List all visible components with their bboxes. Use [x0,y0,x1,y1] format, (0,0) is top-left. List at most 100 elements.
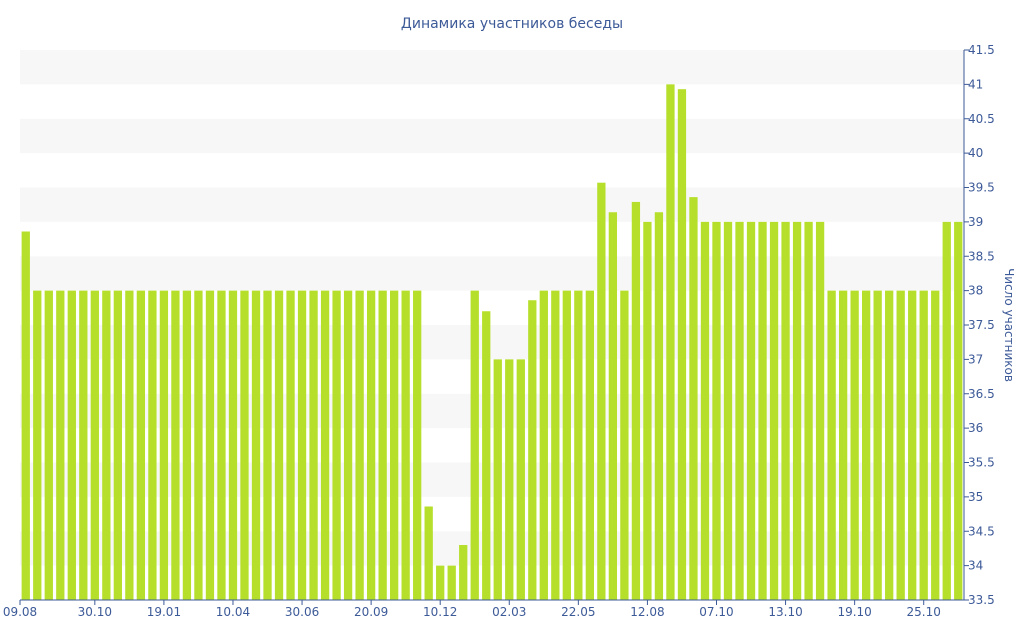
bar[interactable] [654,212,664,600]
bar[interactable] [608,212,618,600]
bar[interactable] [700,221,710,601]
x-tick-label: 30.06 [285,605,319,619]
bar[interactable] [585,290,594,601]
bar[interactable] [44,290,53,601]
bar[interactable] [620,290,629,601]
grid-band [20,187,964,222]
bar[interactable] [21,231,30,601]
bar[interactable] [263,290,272,601]
bar[interactable] [908,290,917,601]
bar[interactable] [125,290,134,601]
bar[interactable] [378,290,387,601]
y-axis-label: Число участников [1002,268,1016,382]
bar[interactable] [148,290,157,601]
bar[interactable] [390,290,399,601]
bar[interactable] [758,221,767,601]
bar[interactable] [896,290,905,601]
bar[interactable] [712,221,721,601]
bar[interactable] [493,359,502,601]
bar[interactable] [355,290,364,601]
bar[interactable] [850,290,859,601]
y-tick-label: 35 [968,490,983,504]
bar[interactable] [597,182,606,600]
bar[interactable] [689,197,698,600]
bar[interactable] [251,290,261,601]
bar[interactable] [413,290,422,601]
bar[interactable] [332,290,341,601]
bar[interactable] [90,290,99,601]
bar[interactable] [366,290,376,601]
bar[interactable] [401,290,410,601]
bar[interactable] [459,545,468,600]
bar[interactable] [643,221,652,601]
y-tick-label: 38 [968,284,983,298]
bar[interactable] [182,290,192,601]
x-tick-label: 10.12 [423,605,457,619]
bar[interactable] [309,290,318,601]
bar[interactable] [320,290,330,601]
bar[interactable] [56,290,65,601]
bar[interactable] [528,300,537,600]
bar[interactable] [286,290,295,601]
bar[interactable] [217,290,226,601]
bar[interactable] [194,290,203,601]
bar[interactable] [873,290,882,601]
bar[interactable] [67,290,76,601]
bar[interactable] [827,290,836,601]
bar[interactable] [113,290,122,601]
bar[interactable] [954,221,963,601]
bar[interactable] [919,290,928,601]
y-tick-label: 33.5 [968,593,995,607]
bar[interactable] [482,311,491,600]
y-axis-ticks: 33.5 34 34.5 35 35.5 36 36.5 37 37.5 38 38.5 39 39.5… [964,43,995,607]
x-tick-label: 07.10 [699,605,733,619]
bar[interactable] [33,290,42,601]
bar[interactable] [274,290,284,601]
bar[interactable] [516,359,525,601]
bar[interactable] [931,290,940,601]
bar[interactable] [136,290,146,601]
bar[interactable] [677,89,687,600]
bar[interactable] [574,290,583,601]
grid-band [20,84,964,119]
bar[interactable] [505,359,514,601]
bar[interactable] [562,290,571,601]
bar[interactable] [666,84,675,601]
bar[interactable] [746,221,756,601]
bar[interactable] [102,290,111,601]
bar[interactable] [539,290,548,601]
bar[interactable] [470,290,479,601]
bar[interactable] [631,201,641,600]
bar[interactable] [551,290,560,601]
x-tick-label: 22.05 [561,605,595,619]
bar[interactable] [885,290,894,601]
x-tick-label: 25.10 [907,605,941,619]
bar[interactable] [862,290,871,601]
bar[interactable] [424,506,433,601]
bar[interactable] [79,290,88,601]
bar[interactable] [815,221,825,601]
y-tick-label: 41.5 [968,43,995,57]
bar[interactable] [159,290,169,601]
bar[interactable] [297,290,307,601]
bar[interactable] [436,565,445,601]
grid-band [20,50,964,85]
bar[interactable] [343,290,353,601]
bar[interactable] [838,290,848,601]
bar[interactable] [228,290,238,601]
y-tick-label: 41 [968,77,983,91]
bar[interactable] [205,290,215,601]
bar[interactable] [792,221,802,601]
y-tick-label: 40 [968,146,983,160]
bar[interactable] [723,221,733,601]
bar[interactable] [447,565,456,601]
bar[interactable] [240,290,249,601]
bar[interactable] [781,221,790,601]
bar[interactable] [804,221,813,601]
bar[interactable] [735,221,744,601]
bar[interactable] [171,290,180,601]
y-tick-label: 36.5 [968,387,995,401]
bar[interactable] [942,221,951,601]
bar[interactable] [769,221,779,601]
